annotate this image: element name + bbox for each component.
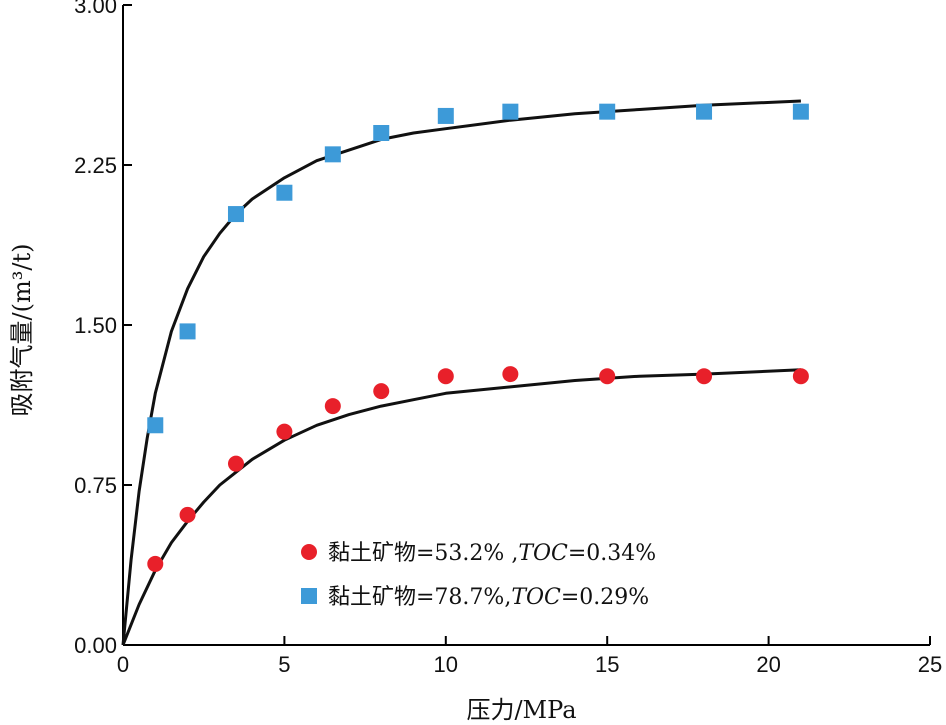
fit-curves (121, 99, 801, 646)
data-point-circle (227, 455, 244, 472)
legend-label-toc: TOC (511, 585, 561, 610)
data-point-circle (696, 368, 713, 385)
legend: 黏土矿物=53.2% ,TOC=0.34%黏土矿物=78.7%,TOC=0.29… (301, 541, 656, 610)
x-tick-label: 0 (117, 652, 129, 677)
data-point-square (696, 103, 713, 120)
data-point-circle (147, 555, 164, 572)
x-tick-label: 15 (595, 652, 619, 677)
data-point-circle (324, 398, 341, 415)
data-point-square (373, 125, 390, 141)
data-point-square (276, 184, 293, 201)
legend-marker-circle (301, 544, 317, 560)
x-axis-title: 压力/MPa (466, 696, 576, 724)
y-tick-label: 1.50 (74, 313, 117, 338)
data-point-square (147, 417, 164, 434)
data-point-square (792, 103, 809, 120)
y-tick-label: 2.25 (74, 153, 117, 178)
y-tick-label: 0.00 (74, 633, 117, 658)
data-point-circle (373, 383, 390, 400)
x-tick-label: 25 (918, 652, 942, 677)
y-tick-label: 3.00 (74, 0, 117, 18)
legend-label-toc: TOC (518, 541, 568, 566)
data-points (147, 103, 809, 572)
data-point-square (227, 206, 244, 223)
fit-curve-0 (121, 368, 801, 646)
data-point-circle (792, 368, 809, 385)
legend-label-part: =0.34% (568, 541, 656, 566)
data-point-circle (276, 423, 293, 440)
x-tick-label: 10 (434, 652, 458, 677)
data-point-circle (599, 368, 616, 385)
axes: 0 5 10 15 20 25 0.00 0.75 1.50 2.25 3.00 压力/MPa 吸附气量… (8, 0, 942, 724)
data-point-square (502, 103, 519, 120)
data-point-circle (437, 368, 454, 385)
data-point-square (437, 107, 454, 124)
legend-label-part: 黏土矿物=53.2% , (328, 541, 518, 566)
x-tick-label: 20 (756, 652, 780, 677)
y-axis-title: 吸附气量/(m³/t) (8, 244, 36, 417)
legend-label-part: 黏土矿物=78.7%, (328, 585, 511, 610)
legend-label-part: =0.29% (561, 585, 649, 610)
data-point-circle (179, 506, 196, 523)
x-tick-label: 5 (278, 652, 290, 677)
data-point-square (324, 146, 341, 163)
data-point-square (599, 103, 616, 120)
legend-label: 黏土矿物=78.7%,TOC=0.29% (328, 585, 649, 610)
legend-label: 黏土矿物=53.2% ,TOC=0.34% (328, 541, 656, 566)
fit-curve-1 (121, 99, 801, 646)
legend-marker-square (301, 588, 317, 604)
y-tick-label: 0.75 (74, 473, 117, 498)
data-point-circle (502, 366, 519, 383)
data-point-square (179, 323, 196, 340)
